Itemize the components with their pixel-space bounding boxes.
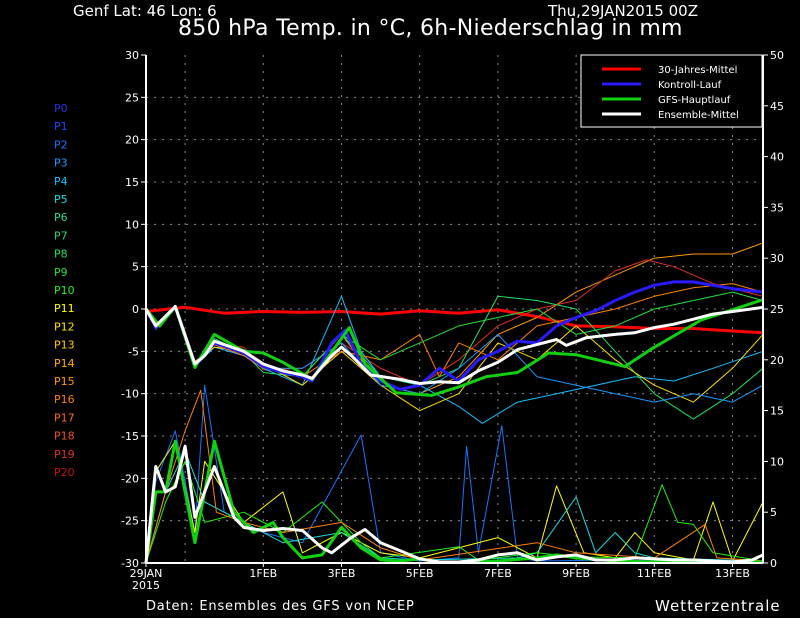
right-axis-tick-label: 30 [770,252,784,265]
right-axis-tick-label: 5 [770,506,777,519]
x-axis-tick-label: 3FEB [328,567,356,580]
member-label-p14: P14 [54,357,75,370]
run-date-label: Thu,29JAN2015 00Z [548,2,698,20]
precip-line-p10 [145,460,764,564]
precip-line-p11 [145,440,764,564]
precip-line-ensemble-mittel [144,444,764,564]
member-label-p1: P1 [54,120,68,133]
member-label-p7: P7 [54,229,68,242]
member-label-p18: P18 [54,430,75,443]
x-axis-tick-label: 5FEB [406,567,434,580]
member-label-p8: P8 [54,248,68,261]
member-label-p3: P3 [54,157,68,170]
brand-label: Wetterzentrale [655,597,781,615]
member-label-p5: P5 [54,193,68,206]
data-source-label: Daten: Ensembles des GFS von NCEP [146,599,415,614]
x-axis-tick-label: 1FEB [249,567,277,580]
left-axis-tick-label: -15 [121,430,139,443]
right-axis-tick-label: 20 [770,354,784,367]
legend-label: Kontroll-Lauf [658,80,722,91]
chart-title: 850 hPa Temp. in °C, 6h-Niederschlag in … [178,16,683,41]
member-label-p9: P9 [54,266,68,279]
left-axis-tick-label: 25 [125,91,139,104]
left-axis-tick-label: 20 [125,134,139,147]
legend-label: GFS-Hauptlauf [658,95,731,106]
precip-line-gfs-hauptlauf [144,439,763,564]
temp-line-ensemble-mittel [144,305,764,385]
temp-line-30-jahres-mittel [145,305,764,335]
location-label: Genf Lat: 46 Lon: 6 [73,2,217,20]
member-label-p19: P19 [54,448,75,461]
left-axis-tick-label: 10 [125,218,139,231]
left-axis-tick-label: -25 [121,515,139,528]
member-label-p0: P0 [54,102,68,115]
member-label-p16: P16 [54,393,75,406]
member-label-p12: P12 [54,320,75,333]
x-axis-tick-label: 29JAN [130,567,163,580]
member-label-p4: P4 [54,175,68,188]
right-axis-tick-label: 25 [770,303,784,316]
temp-line-kontroll-lauf [144,280,764,391]
legend-label: 30-Jahres-Mittel [658,65,737,76]
member-label-p10: P10 [54,284,75,297]
temp-line-p9 [145,291,764,378]
member-label-p20: P20 [54,466,75,479]
temp-line-p8 [145,295,764,420]
x-axis-tick-label: 13FEB [715,567,750,580]
x-axis-tick-label: 9FEB [562,567,590,580]
left-axis-tick-label: -30 [121,557,139,570]
member-label-p13: P13 [54,339,75,352]
right-axis-tick-label: 35 [770,201,784,214]
x-axis-year-label: 2015 [132,579,160,592]
left-axis-tick-label: -10 [121,388,139,401]
right-axis-tick-label: 0 [770,557,777,570]
x-axis-tick-label: 7FEB [484,567,512,580]
right-axis-tick-label: 40 [770,151,784,164]
right-axis-tick-label: 10 [770,455,784,468]
right-axis-tick-label: 45 [770,100,784,113]
precip-line-p5 [145,450,764,564]
left-axis-tick-label: 5 [132,261,139,274]
member-label-p11: P11 [54,302,75,315]
legend-label: Ensemble-Mittel [658,110,739,121]
temp-line-p19 [145,259,764,386]
member-label-p6: P6 [54,211,68,224]
member-label-p17: P17 [54,411,75,424]
right-axis-tick-label: 15 [770,405,784,418]
left-axis-tick-label: 15 [125,176,139,189]
precip-line-p2 [145,384,764,564]
left-axis-tick-label: 30 [125,49,139,62]
member-label-p15: P15 [54,375,75,388]
member-label-p2: P2 [54,138,68,151]
left-axis-tick-label: -5 [128,345,139,358]
precip-line-p16 [145,389,764,564]
right-axis-tick-label: 50 [770,49,784,62]
x-axis-tick-label: 11FEB [637,567,672,580]
temp-line-gfs-hauptlauf [144,298,764,397]
left-axis-tick-label: -20 [121,472,139,485]
left-axis-tick-label: 0 [132,303,139,316]
